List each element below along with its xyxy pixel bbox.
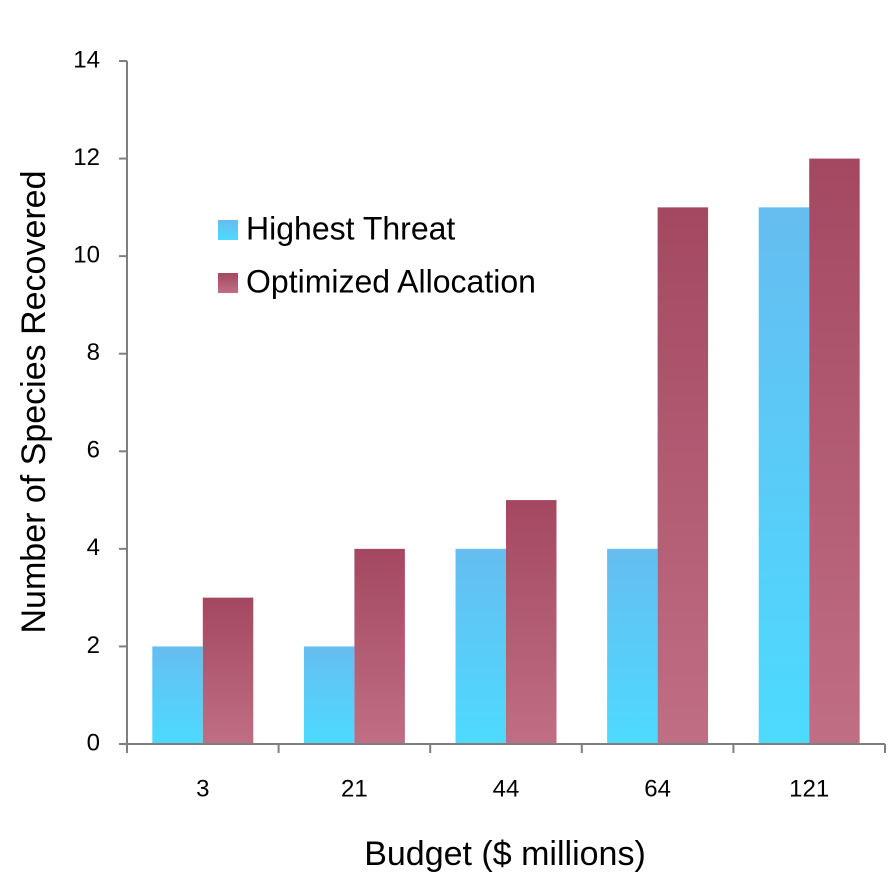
bar-highest-threat-44 <box>455 548 506 744</box>
y-tick-label: 10 <box>73 241 100 268</box>
bar-highest-threat-21 <box>303 646 355 744</box>
x-tick-label: 3 <box>196 775 209 802</box>
legend-swatch-optimized-allocation <box>218 273 238 293</box>
y-axis-ticks: 0 2 4 6 8 10 12 14 <box>73 46 127 756</box>
bar-optimized-allocation-44 <box>506 500 557 744</box>
bar-optimized-allocation-3 <box>202 597 254 744</box>
x-tick-label: 64 <box>644 775 671 802</box>
y-tick-label: 0 <box>87 729 100 756</box>
x-tick-label: 44 <box>493 775 520 802</box>
x-tick-label: 21 <box>341 775 368 802</box>
bar-optimized-allocation-64 <box>657 207 709 744</box>
legend-label-highest-threat: Highest Threat <box>246 210 455 246</box>
bar-highest-threat-64 <box>607 548 658 744</box>
y-tick-label: 4 <box>87 534 100 561</box>
legend-label-optimized-allocation: Optimized Allocation <box>246 263 536 299</box>
x-axis-ticks: 3 21 44 64 121 <box>126 744 886 802</box>
bar-optimized-allocation-121 <box>809 158 860 745</box>
legend: Highest Threat Optimized Allocation <box>218 210 536 299</box>
y-tick-label: 8 <box>87 339 100 366</box>
bars-group <box>152 158 860 745</box>
y-axis-title: Number of Species Recovered <box>15 170 53 633</box>
x-tick-label: 121 <box>789 775 829 802</box>
bar-optimized-allocation-21 <box>354 548 405 744</box>
bar-highest-threat-121 <box>758 207 810 744</box>
bar-highest-threat-3 <box>152 646 203 744</box>
x-axis-title: Budget ($ millions) <box>364 835 646 873</box>
y-tick-label: 12 <box>73 144 100 171</box>
legend-swatch-highest-threat <box>218 220 238 240</box>
y-tick-label: 14 <box>73 46 100 73</box>
y-tick-label: 2 <box>87 632 100 659</box>
y-tick-label: 6 <box>87 437 100 464</box>
